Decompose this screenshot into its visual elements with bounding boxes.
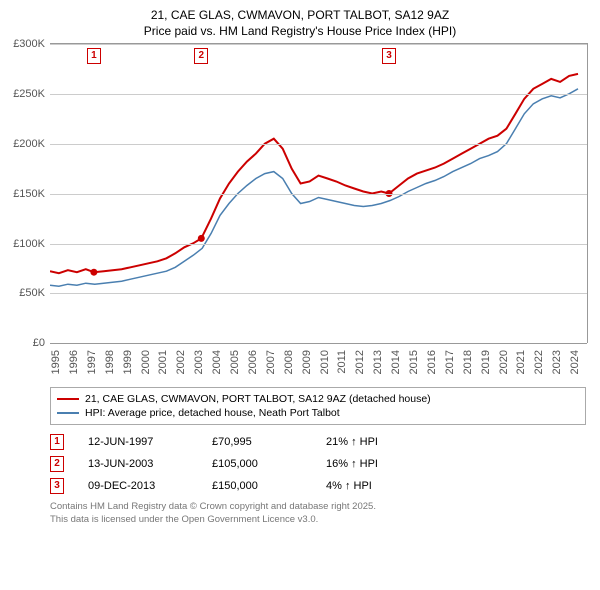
x-axis-label: 2006 bbox=[247, 350, 259, 374]
sale-price: £105,000 bbox=[212, 458, 302, 470]
gridline bbox=[50, 94, 587, 95]
sale-badge: 3 bbox=[50, 478, 64, 494]
x-axis-label: 1995 bbox=[50, 350, 62, 374]
y-axis-label: £250K bbox=[5, 88, 45, 100]
footer-line2: This data is licensed under the Open Gov… bbox=[50, 514, 586, 526]
sale-diff: 21% ↑ HPI bbox=[326, 436, 426, 448]
y-axis-label: £0 bbox=[5, 337, 45, 349]
x-axis-label: 2001 bbox=[157, 350, 169, 374]
y-axis-label: £200K bbox=[5, 138, 45, 150]
gridline bbox=[50, 44, 587, 45]
sale-marker-dot bbox=[198, 235, 205, 242]
sale-badge: 1 bbox=[50, 434, 64, 450]
x-axis-label: 2021 bbox=[515, 350, 527, 374]
x-axis-label: 2014 bbox=[390, 350, 402, 374]
chart-title: 21, CAE GLAS, CWMAVON, PORT TALBOT, SA12… bbox=[0, 0, 600, 43]
x-axis-label: 2003 bbox=[193, 350, 205, 374]
gridline bbox=[50, 194, 587, 195]
title-line1: 21, CAE GLAS, CWMAVON, PORT TALBOT, SA12… bbox=[0, 8, 600, 24]
sale-marker-dot bbox=[90, 269, 97, 276]
x-axis-label: 2005 bbox=[229, 350, 241, 374]
x-axis-label: 2019 bbox=[480, 350, 492, 374]
sale-diff: 4% ↑ HPI bbox=[326, 480, 426, 492]
sale-diff: 16% ↑ HPI bbox=[326, 458, 426, 470]
x-axis-label: 2012 bbox=[354, 350, 366, 374]
sale-marker-box: 1 bbox=[87, 48, 101, 64]
x-axis-label: 1998 bbox=[104, 350, 116, 374]
legend-label-1: 21, CAE GLAS, CWMAVON, PORT TALBOT, SA12… bbox=[85, 393, 431, 405]
sale-marker-box: 2 bbox=[194, 48, 208, 64]
x-axis-label: 2008 bbox=[283, 350, 295, 374]
sale-price: £150,000 bbox=[212, 480, 302, 492]
x-axis-label: 2020 bbox=[498, 350, 510, 374]
y-axis-label: £150K bbox=[5, 188, 45, 200]
sale-badge: 2 bbox=[50, 456, 64, 472]
sale-row: 1 12-JUN-1997 £70,995 21% ↑ HPI bbox=[50, 431, 586, 453]
sale-row: 2 13-JUN-2003 £105,000 16% ↑ HPI bbox=[50, 453, 586, 475]
y-axis-label: £50K bbox=[5, 287, 45, 299]
legend-swatch-1 bbox=[57, 398, 79, 400]
legend-row-2: HPI: Average price, detached house, Neat… bbox=[57, 406, 579, 420]
sale-row: 3 09-DEC-2013 £150,000 4% ↑ HPI bbox=[50, 475, 586, 497]
gridline bbox=[50, 293, 587, 294]
footer: Contains HM Land Registry data © Crown c… bbox=[50, 501, 586, 526]
x-axis-label: 2000 bbox=[140, 350, 152, 374]
x-axis-label: 2022 bbox=[533, 350, 545, 374]
gridline bbox=[50, 343, 587, 344]
sales-table: 1 12-JUN-1997 £70,995 21% ↑ HPI 2 13-JUN-2003… bbox=[50, 431, 586, 497]
x-axis-label: 1999 bbox=[122, 350, 134, 374]
x-axis-label: 1996 bbox=[68, 350, 80, 374]
x-axis-label: 2024 bbox=[569, 350, 581, 374]
x-axis-label: 2018 bbox=[462, 350, 474, 374]
legend-label-2: HPI: Average price, detached house, Neat… bbox=[85, 407, 340, 419]
sale-date: 12-JUN-1997 bbox=[88, 436, 188, 448]
x-axis-label: 2009 bbox=[301, 350, 313, 374]
x-axis-label: 2023 bbox=[551, 350, 563, 374]
x-axis-label: 2011 bbox=[336, 350, 348, 374]
legend-row-1: 21, CAE GLAS, CWMAVON, PORT TALBOT, SA12… bbox=[57, 392, 579, 406]
x-axis-label: 2010 bbox=[319, 350, 331, 374]
x-axis-label: 2007 bbox=[265, 350, 277, 374]
gridline bbox=[50, 144, 587, 145]
x-axis-label: 2004 bbox=[211, 350, 223, 374]
legend: 21, CAE GLAS, CWMAVON, PORT TALBOT, SA12… bbox=[50, 387, 586, 425]
chart-area: £0£50K£100K£150K£200K£250K£300K199519961… bbox=[50, 43, 588, 343]
x-axis-label: 2017 bbox=[444, 350, 456, 374]
footer-line1: Contains HM Land Registry data © Crown c… bbox=[50, 501, 586, 513]
sale-marker-box: 3 bbox=[382, 48, 396, 64]
legend-swatch-2 bbox=[57, 412, 79, 414]
sale-date: 13-JUN-2003 bbox=[88, 458, 188, 470]
x-axis-label: 1997 bbox=[86, 350, 98, 374]
title-line2: Price paid vs. HM Land Registry's House … bbox=[0, 24, 600, 40]
x-axis-label: 2002 bbox=[175, 350, 187, 374]
sale-date: 09-DEC-2013 bbox=[88, 480, 188, 492]
y-axis-label: £100K bbox=[5, 238, 45, 250]
x-axis-label: 2016 bbox=[426, 350, 438, 374]
series-hpi bbox=[50, 89, 578, 286]
y-axis-label: £300K bbox=[5, 38, 45, 50]
sale-price: £70,995 bbox=[212, 436, 302, 448]
x-axis-label: 2013 bbox=[372, 350, 384, 374]
gridline bbox=[50, 244, 587, 245]
x-axis-label: 2015 bbox=[408, 350, 420, 374]
